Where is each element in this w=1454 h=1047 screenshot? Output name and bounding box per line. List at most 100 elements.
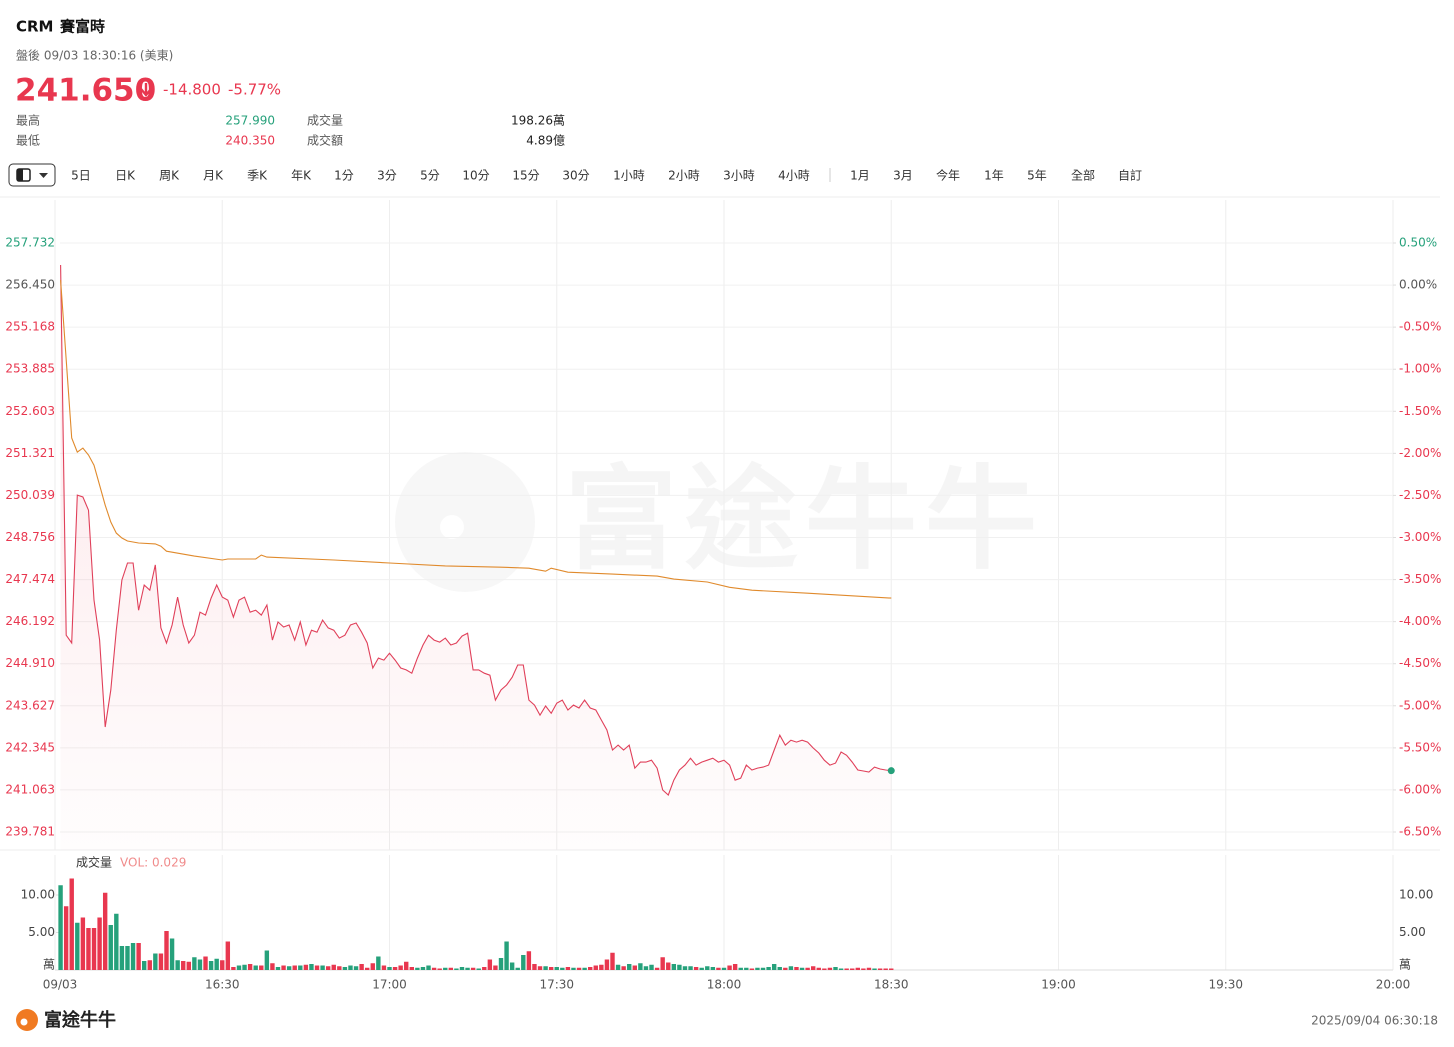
stat-label: 成交量	[307, 113, 343, 128]
x-tick-label: 09/03	[43, 978, 78, 992]
tab[interactable]: 15分	[512, 169, 539, 183]
volume-bar	[286, 966, 292, 970]
volume-tick-label-right: 10.00	[1399, 888, 1433, 902]
volume-bar	[783, 967, 788, 970]
tab[interactable]: 1年	[984, 169, 1004, 183]
tab[interactable]: 10分	[462, 169, 489, 183]
y-tick-label: 239.781	[5, 825, 55, 839]
y2-tick-label: -2.00%	[1399, 446, 1441, 460]
grid	[54, 200, 1394, 970]
y2-tick-label: -1.00%	[1399, 362, 1441, 376]
tab[interactable]: 1小時	[613, 169, 645, 183]
volume-bar	[136, 943, 141, 970]
y2-tick-label: -3.50%	[1399, 572, 1441, 586]
volume-bar	[58, 885, 63, 970]
volume-bar	[504, 941, 509, 970]
watermark-logo	[395, 452, 535, 592]
volume-bar	[777, 967, 782, 970]
volume-bar	[610, 952, 615, 970]
x-tick-label: 16:30	[205, 978, 240, 992]
tab[interactable]: 5年	[1027, 169, 1047, 183]
volume-bar	[850, 968, 855, 970]
y-tick-label: 250.039	[5, 488, 55, 502]
volume-bar	[811, 966, 816, 970]
volume-bar	[353, 966, 359, 970]
y2-tick-label: -6.00%	[1399, 782, 1441, 796]
volume-bar	[314, 965, 320, 970]
volume-bar	[744, 967, 749, 970]
stat-value: 198.26萬	[511, 114, 565, 128]
volume-bar	[376, 956, 381, 970]
tab[interactable]: 30分	[562, 169, 589, 183]
stat-label: 最低	[16, 133, 40, 148]
volume-bar	[537, 966, 543, 970]
y2-tick-label: 0.00%	[1399, 278, 1437, 292]
volume-bar	[615, 964, 621, 970]
volume-bar	[102, 892, 108, 970]
volume-bar	[69, 878, 74, 970]
price: 241.650	[15, 73, 156, 109]
y-tick-label: 243.627	[5, 698, 55, 712]
volume-bar	[186, 961, 191, 970]
volume-bar	[877, 968, 883, 970]
tab[interactable]: 季K	[247, 169, 268, 183]
volume-bar	[627, 964, 632, 970]
tab[interactable]: 周K	[159, 169, 180, 183]
logo-eye	[20, 1018, 28, 1026]
volume-bar	[827, 967, 833, 970]
volume-bar	[443, 967, 448, 970]
tab[interactable]: 5日	[71, 169, 91, 183]
tab[interactable]: 1分	[334, 169, 354, 183]
tab[interactable]: 3分	[377, 169, 397, 183]
volume-bar	[197, 959, 203, 970]
footer-logo	[16, 1009, 38, 1031]
volume-bar	[181, 961, 186, 970]
y2-tick-label: -5.00%	[1399, 698, 1441, 712]
y-tick-label: 242.345	[5, 740, 55, 754]
tab[interactable]: 3小時	[723, 169, 755, 183]
tab[interactable]: 3月	[893, 169, 913, 183]
volume-unit-right: 萬	[1399, 958, 1411, 972]
watermark-text: 富途牛牛	[565, 455, 1045, 585]
stock-name: 賽富時	[59, 18, 105, 36]
volume-bar	[459, 967, 465, 970]
tab[interactable]: 日K	[115, 169, 136, 183]
volume-bar	[303, 964, 309, 970]
volume-bar	[398, 965, 403, 970]
tab[interactable]: 年K	[291, 169, 312, 183]
y-tick-label: 241.063	[5, 782, 55, 796]
tab[interactable]: 全部	[1071, 168, 1095, 183]
volume-bar	[883, 968, 888, 970]
volume-bar	[80, 917, 86, 970]
volume-bar	[838, 968, 844, 970]
stat-value: 257.990	[225, 114, 275, 128]
volume-bar	[816, 967, 821, 970]
tab[interactable]: 月K	[203, 169, 224, 183]
layout-toggle[interactable]	[8, 163, 56, 187]
volume-bar	[565, 967, 571, 970]
volume-bar	[822, 968, 827, 970]
volume-bar	[147, 960, 152, 970]
y2-tick-label: -4.00%	[1399, 614, 1441, 628]
volume-tick-label-right: 5.00	[1399, 925, 1426, 939]
volume-bar	[86, 928, 91, 970]
stat-label: 最高	[16, 113, 40, 128]
tab[interactable]: 今年	[936, 168, 960, 183]
y-tick-label: 246.192	[5, 614, 55, 628]
logo-circle	[16, 1009, 38, 1031]
volume-bar	[365, 967, 370, 970]
tab[interactable]: 1月	[850, 169, 870, 183]
toggle-box[interactable]	[8, 163, 56, 187]
x-tick-label: 18:30	[874, 978, 909, 992]
tab[interactable]: 2小時	[668, 169, 700, 183]
volume-bar	[805, 967, 810, 970]
volume-bar	[214, 958, 219, 970]
tab[interactable]: 4小時	[778, 169, 810, 183]
volume-bar	[63, 906, 69, 970]
tab[interactable]: 自訂	[1118, 168, 1142, 183]
volume-bar	[153, 953, 158, 970]
volume-bar	[799, 967, 805, 970]
tab[interactable]: 5分	[420, 169, 440, 183]
volume-bar	[247, 964, 253, 970]
volume-bar	[465, 967, 470, 970]
